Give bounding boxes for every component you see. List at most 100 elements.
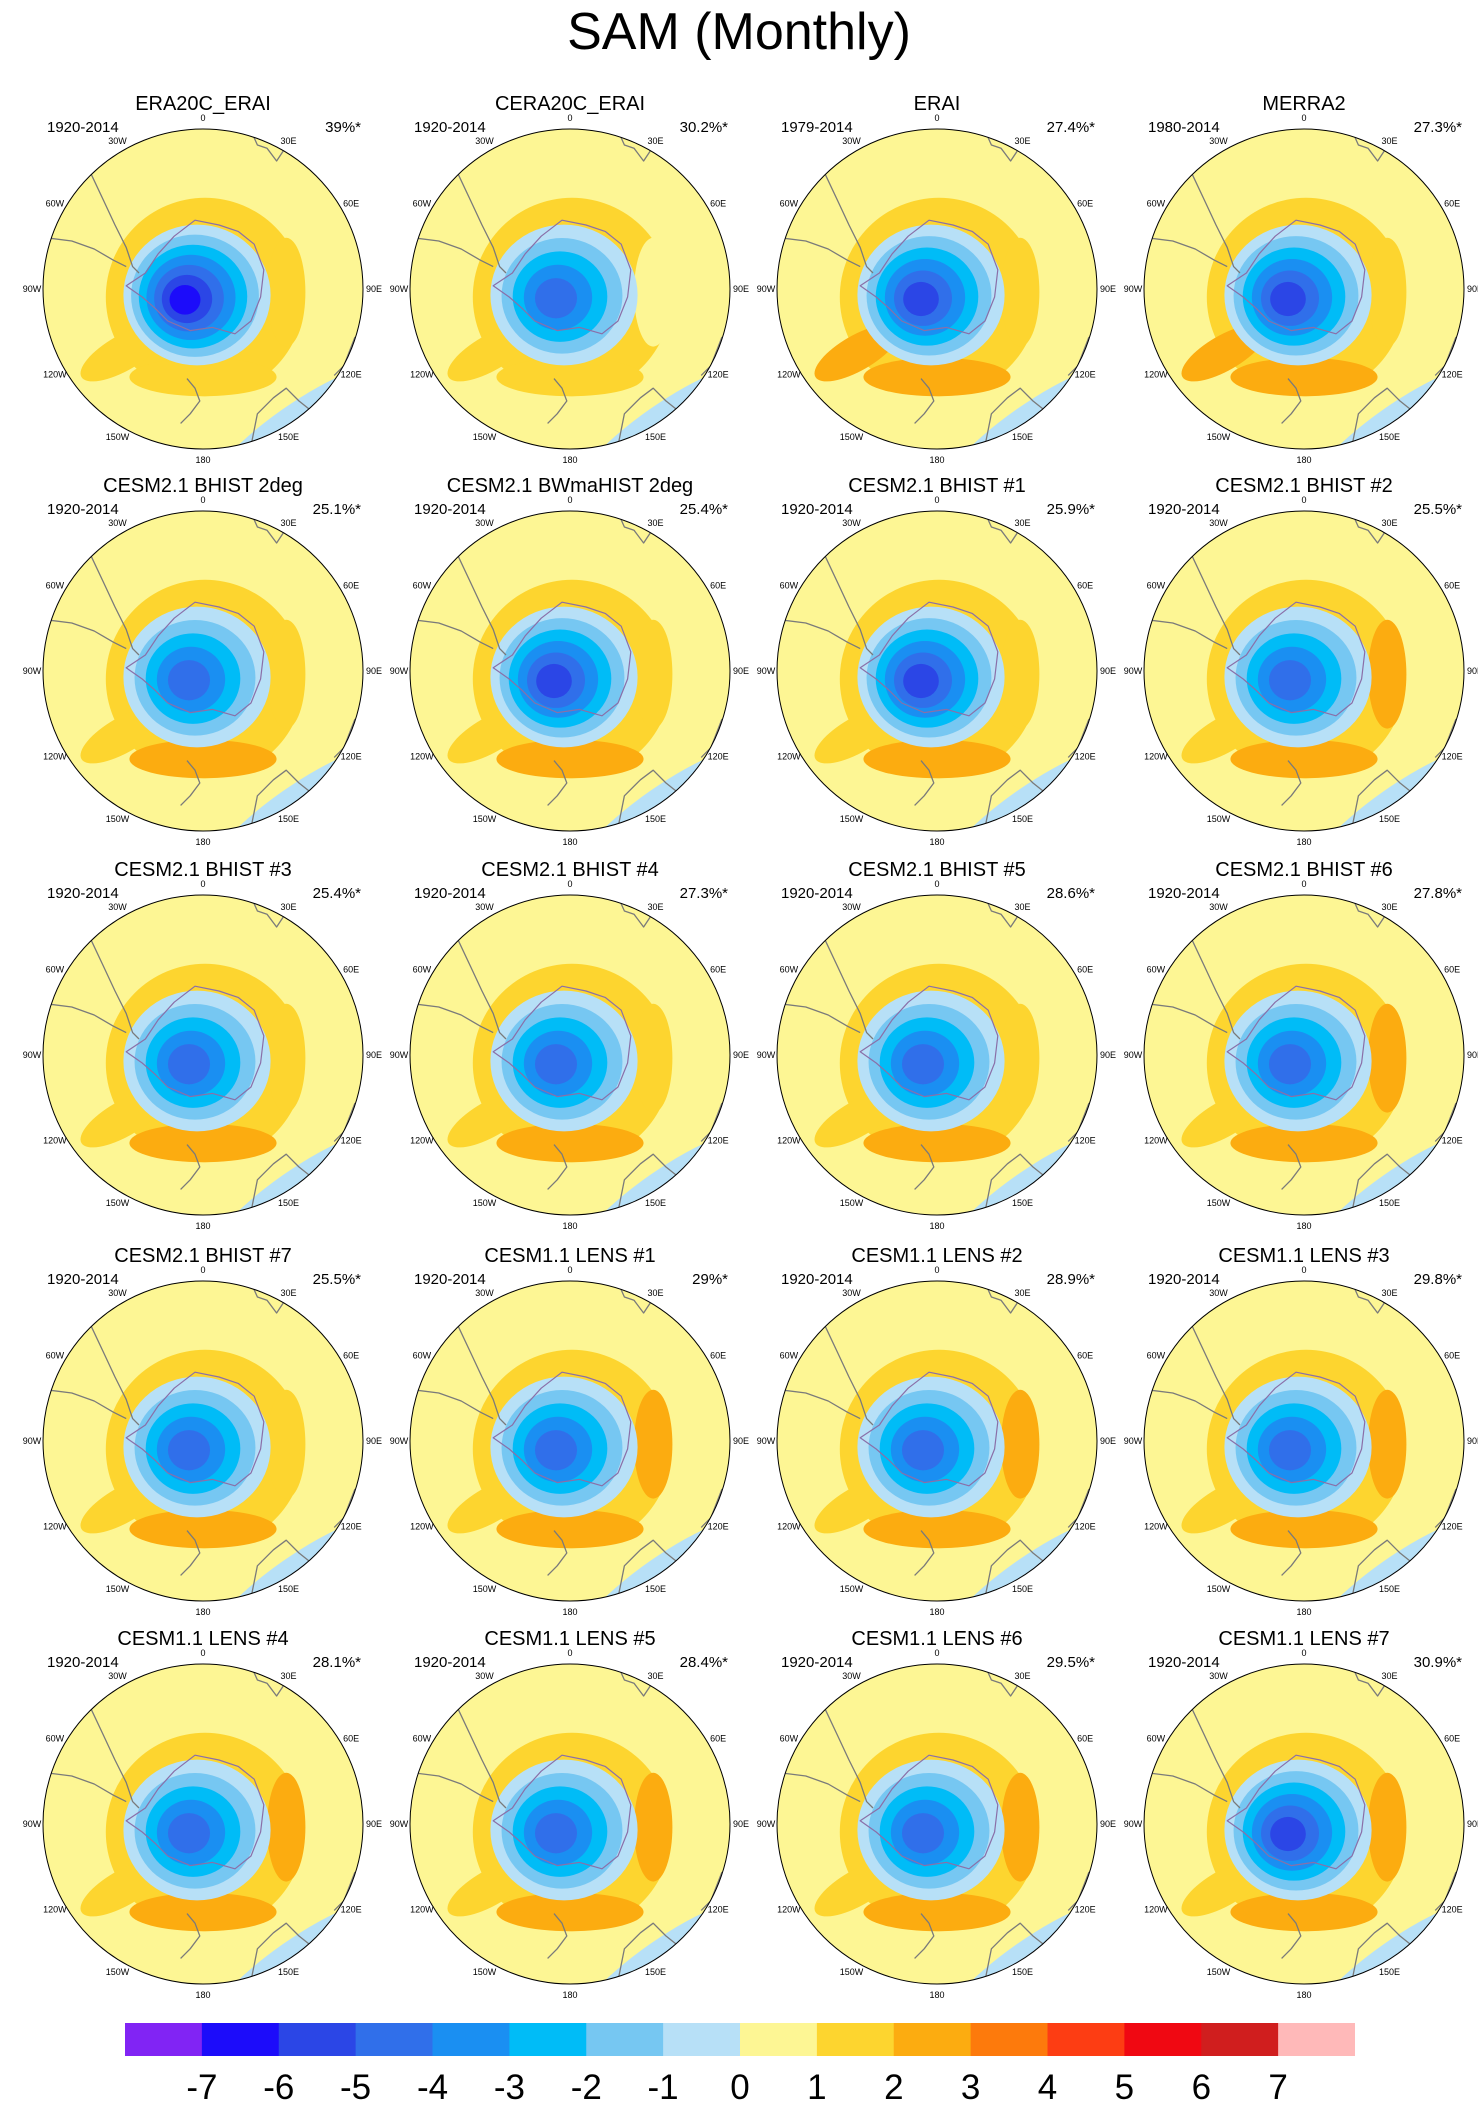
new-zealand-coast <box>914 1144 935 1190</box>
panel-title: CESM2.1 BHIST #7 <box>114 1245 292 1267</box>
colorbar-bin <box>1124 2023 1202 2056</box>
longitude-label: 180 <box>562 1221 577 1231</box>
positive-lobe <box>863 1509 1011 1549</box>
longitude-label: 120E <box>341 1905 362 1915</box>
map-border <box>42 510 364 832</box>
longitude-label: 180 <box>1296 837 1311 847</box>
positive-lobe <box>267 1772 306 1882</box>
map-border <box>42 128 364 450</box>
longitude-label: 150W <box>840 814 864 824</box>
positive-lobe <box>267 1389 306 1499</box>
longitude-label: 90W <box>1124 1050 1143 1060</box>
panel-title: CESM1.1 LENS #4 <box>117 1628 289 1650</box>
panel-title: CESM2.1 BHIST #2 <box>1215 475 1393 497</box>
longitude-label: 60W <box>780 1734 799 1744</box>
longitude-label: 30E <box>1014 1288 1030 1298</box>
panel-title: CESM2.1 BHIST #4 <box>481 859 659 881</box>
longitude-label: 120E <box>1442 370 1463 380</box>
longitude-label: 30W <box>842 518 861 528</box>
longitude-label: 60W <box>46 1351 65 1361</box>
longitude-label: 30E <box>647 902 663 912</box>
panel-title: CESM2.1 BHIST #1 <box>848 475 1026 497</box>
longitude-label: 0 <box>200 1265 205 1275</box>
colorbar-label: -6 <box>263 2068 294 2103</box>
new-zealand-coast <box>914 1530 935 1576</box>
panel-title: CESM1.1 LENS #2 <box>851 1245 1023 1267</box>
longitude-label: 120E <box>708 370 729 380</box>
longitude-label: 150E <box>1012 814 1033 824</box>
panel-years: 1920-2014 <box>781 1271 853 1288</box>
longitude-label: 90W <box>757 1050 776 1060</box>
panel-variance: 27.8%* <box>1413 885 1462 902</box>
longitude-label: 150W <box>473 432 497 442</box>
longitude-label: 90E <box>1100 1436 1116 1446</box>
map-panel: 0 30E 60E 90E 120E 150E 180 150W 120W 90W 60W 30W CE… <box>19 858 387 1243</box>
positive-lobe <box>129 1123 277 1163</box>
panel-variance: 28.1%* <box>312 1654 361 1671</box>
panel-variance: 29.5%* <box>1046 1654 1095 1671</box>
polar-map: 0 30E 60E 90E 120E 150E 180 150W 120W 90W 60W 30W <box>390 879 749 1231</box>
longitude-label: 60E <box>710 1734 726 1744</box>
longitude-label: 90W <box>757 1819 776 1829</box>
longitude-label: 120E <box>341 1522 362 1532</box>
longitude-label: 30W <box>842 136 861 146</box>
longitude-label: 60W <box>1147 1351 1166 1361</box>
longitude-label: 30E <box>280 902 296 912</box>
longitude-label: 60E <box>343 1351 359 1361</box>
positive-lobe <box>634 1003 673 1113</box>
polar-map: 0 30E 60E 90E 120E 150E 180 150W 120W 90W 60W 30W <box>757 1648 1116 2000</box>
longitude-label: 90E <box>366 1050 382 1060</box>
longitude-label: 90E <box>733 284 749 294</box>
new-zealand-coast <box>1281 1144 1302 1190</box>
panel-years: 1920-2014 <box>414 885 486 902</box>
longitude-label: 120E <box>341 752 362 762</box>
longitude-label: 120E <box>708 1905 729 1915</box>
polar-map: 0 30E 60E 90E 120E 150E 180 150W 120W 90W 60W 30W <box>1124 113 1478 465</box>
longitude-label: 30W <box>108 1288 127 1298</box>
longitude-label: 150W <box>106 1967 130 1977</box>
longitude-label: 90E <box>1467 284 1478 294</box>
south-america-coast <box>413 1389 494 1420</box>
longitude-label: 180 <box>195 455 210 465</box>
longitude-label: 0 <box>200 495 205 505</box>
longitude-label: 120E <box>1075 1905 1096 1915</box>
longitude-label: 150E <box>1379 432 1400 442</box>
positive-lobe <box>129 739 277 779</box>
longitude-label: 120W <box>777 370 801 380</box>
south-america-coast <box>1147 1003 1228 1034</box>
colorbar-bin <box>1047 2023 1125 2056</box>
negative-contour <box>1268 660 1312 701</box>
positive-lobe <box>1001 1389 1040 1499</box>
colorbar-bin <box>816 2023 895 2056</box>
colorbar-label: 6 <box>1192 2068 1211 2103</box>
longitude-label: 150E <box>1379 814 1400 824</box>
longitude-label: 150W <box>473 814 497 824</box>
positive-lobe <box>1368 1003 1407 1113</box>
longitude-label: 60E <box>1077 199 1093 209</box>
longitude-label: 150W <box>840 432 864 442</box>
map-panel: 0 30E 60E 90E 120E 150E 180 150W 120W 90W 60W 30W CE… <box>386 474 754 859</box>
longitude-label: 150W <box>473 1967 497 1977</box>
longitude-label: 60E <box>710 581 726 591</box>
longitude-label: 180 <box>195 837 210 847</box>
antarctica-coast <box>1226 219 1366 335</box>
colorbar-label: 2 <box>884 2068 903 2103</box>
longitude-label: 90W <box>1124 284 1143 294</box>
new-zealand-coast <box>547 1913 568 1959</box>
panel-years: 1920-2014 <box>781 501 853 518</box>
longitude-label: 150W <box>840 1198 864 1208</box>
colorbar-bin <box>1278 2023 1355 2056</box>
negative-contour <box>903 663 939 699</box>
colorbar-label: 0 <box>730 2068 749 2103</box>
longitude-label: 180 <box>929 1990 944 2000</box>
panel-title: CESM2.1 BWmaHIST 2deg <box>446 475 694 497</box>
panel-title: ERAI <box>913 93 961 115</box>
map-border <box>1143 1280 1465 1602</box>
panel-years: 1920-2014 <box>414 1654 486 1671</box>
map-border <box>42 1280 364 1602</box>
positive-lobe <box>1230 739 1378 779</box>
longitude-label: 120W <box>777 752 801 762</box>
antarctica-coast <box>125 219 265 335</box>
panel-title: CESM2.1 BHIST #6 <box>1215 859 1393 881</box>
longitude-label: 30W <box>475 902 494 912</box>
